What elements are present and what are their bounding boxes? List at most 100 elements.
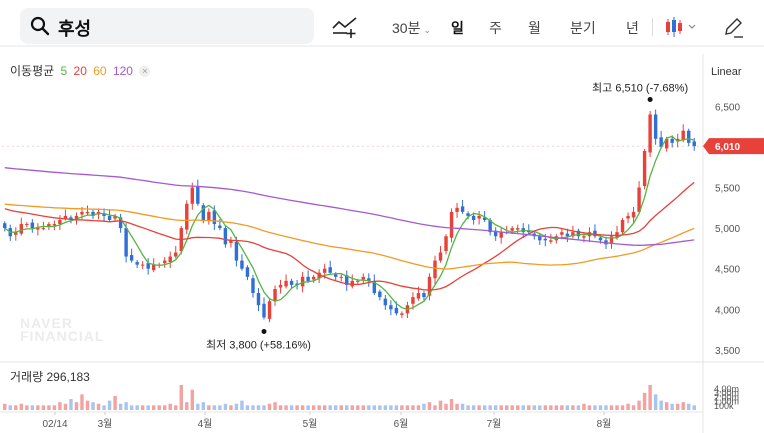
- candle-body: [444, 236, 448, 252]
- volume-bar: [58, 402, 62, 410]
- candle-body: [422, 293, 426, 298]
- volume-bar: [289, 405, 294, 410]
- candle-body: [207, 211, 211, 220]
- volume-bar: [284, 405, 288, 410]
- volume-bar: [593, 405, 597, 410]
- volume-bar: [637, 400, 641, 410]
- candle-body: [653, 114, 658, 139]
- candle-body: [278, 284, 283, 288]
- candle-body: [598, 237, 603, 241]
- period-week[interactable]: 주: [489, 20, 502, 36]
- candle-body: [47, 224, 51, 227]
- candle-body: [356, 280, 360, 282]
- candle-body: [58, 220, 62, 225]
- candle-body: [433, 260, 437, 279]
- candle-body: [41, 228, 46, 230]
- candle-body: [367, 278, 371, 281]
- volume-bar: [218, 405, 222, 410]
- candle-body: [637, 187, 641, 212]
- chevron-down-icon: ⌄: [423, 25, 431, 35]
- volume-bar: [378, 405, 382, 410]
- volume-bar: [52, 405, 57, 410]
- period-year[interactable]: 년: [626, 20, 639, 36]
- volume-bar: [615, 405, 619, 410]
- volume-bar: [626, 403, 630, 410]
- current-price-label: 6,010: [715, 142, 740, 153]
- volume-bar: [471, 405, 476, 410]
- volume-bar: [587, 405, 592, 410]
- x-tick-label: 3월: [98, 418, 113, 430]
- candle-body: [339, 276, 343, 278]
- ma-5-label: 5: [60, 64, 68, 78]
- volume-bar: [488, 405, 492, 410]
- period-30min-label: 30분: [392, 20, 421, 36]
- period-day[interactable]: 일: [451, 20, 464, 36]
- candle-body: [510, 228, 514, 231]
- candle-body: [416, 293, 421, 299]
- y-tick-label: 5,000: [715, 224, 740, 235]
- candle-body: [140, 264, 145, 266]
- volume-bar: [118, 403, 123, 410]
- period-30min[interactable]: 30분 ⌄: [392, 18, 431, 38]
- volume-bar: [157, 405, 161, 410]
- volume-bar: [664, 402, 669, 410]
- period-quarter[interactable]: 분기: [570, 20, 596, 36]
- toolbar-divider: [652, 18, 653, 36]
- volume-bar: [300, 405, 305, 410]
- candle-body: [151, 264, 156, 271]
- volume-bar: [681, 402, 685, 410]
- volume-bar: [405, 405, 410, 410]
- volume-bar: [367, 405, 371, 410]
- volume-bar: [361, 405, 365, 410]
- candle-body: [311, 276, 316, 280]
- period-month[interactable]: 월: [528, 20, 541, 36]
- candle-body: [543, 238, 548, 241]
- low-marker: [261, 329, 267, 335]
- volume-tick-label: 100k: [714, 401, 734, 411]
- volume-bar: [19, 403, 24, 410]
- ma-60-line: [4, 203, 695, 270]
- candle-body: [234, 241, 239, 261]
- volume-bar: [427, 402, 432, 410]
- volume-bar: [306, 405, 310, 410]
- search-box[interactable]: 후성: [20, 8, 314, 44]
- x-tick-label: 4월: [198, 418, 213, 430]
- candle-body: [201, 205, 206, 220]
- volume-bar: [212, 405, 217, 410]
- volume-tick-label: 3,00m: [714, 388, 739, 398]
- volume-bar: [356, 405, 360, 410]
- candle-body: [289, 280, 294, 285]
- trendline-tool-icon[interactable]: [332, 14, 358, 40]
- volume-bar: [416, 405, 421, 410]
- candle-body: [681, 130, 685, 141]
- volume-bar: [146, 405, 150, 410]
- candle-body: [80, 211, 84, 215]
- volume-bar: [444, 403, 448, 410]
- candle-body: [328, 267, 332, 273]
- candle-body: [516, 228, 520, 230]
- scale-toggle-button[interactable]: Linear: [711, 66, 742, 78]
- volume-bar: [394, 405, 399, 410]
- close-icon[interactable]: ×: [139, 66, 151, 77]
- candle-body: [113, 215, 117, 219]
- volume-bar: [609, 405, 614, 410]
- candle-body: [378, 291, 382, 298]
- volume-bar: [30, 405, 35, 410]
- y-tick-label: 4,500: [715, 265, 740, 276]
- x-tick-label: 5월: [303, 418, 318, 430]
- volume-bar: [538, 405, 542, 410]
- search-query[interactable]: 후성: [58, 19, 92, 39]
- volume-bar: [345, 405, 349, 410]
- volume-bar: [151, 405, 156, 410]
- candle-body: [609, 236, 614, 243]
- pen-icon[interactable]: [722, 16, 744, 38]
- volume-bar: [466, 405, 470, 410]
- volume-bar: [675, 403, 680, 410]
- chart-type-icon[interactable]: [665, 16, 699, 38]
- volume-bar: [207, 405, 211, 410]
- candle-body: [107, 215, 112, 220]
- volume-bar: [223, 403, 228, 410]
- candle-body: [466, 213, 470, 216]
- volume-bar: [8, 405, 12, 410]
